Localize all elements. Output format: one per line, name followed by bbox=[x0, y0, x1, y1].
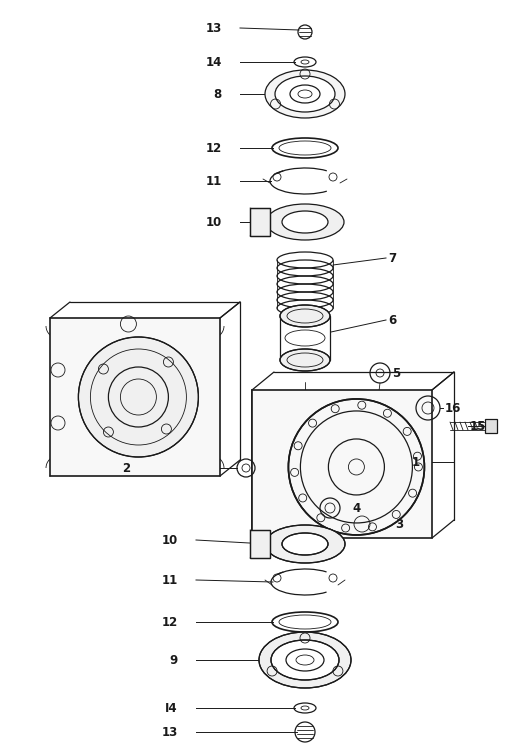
Circle shape bbox=[288, 399, 424, 535]
Ellipse shape bbox=[282, 533, 328, 555]
Text: 1: 1 bbox=[412, 456, 420, 468]
Text: 11: 11 bbox=[162, 574, 178, 586]
Text: 5: 5 bbox=[392, 367, 400, 379]
Text: 14: 14 bbox=[206, 55, 222, 69]
Text: 12: 12 bbox=[206, 141, 222, 155]
Text: 11: 11 bbox=[206, 174, 222, 188]
Text: 16: 16 bbox=[445, 402, 462, 414]
Text: 12: 12 bbox=[162, 616, 178, 628]
Text: 10: 10 bbox=[206, 215, 222, 228]
Text: 4: 4 bbox=[352, 501, 360, 515]
Ellipse shape bbox=[265, 525, 345, 563]
Text: 13: 13 bbox=[162, 726, 178, 738]
Text: 2: 2 bbox=[122, 462, 130, 474]
Bar bbox=[252, 390, 432, 538]
Bar bbox=[485, 419, 497, 433]
Ellipse shape bbox=[282, 211, 328, 233]
Text: 15: 15 bbox=[470, 420, 486, 432]
Bar bbox=[250, 530, 270, 558]
Text: 13: 13 bbox=[206, 22, 222, 34]
Text: 8: 8 bbox=[214, 88, 222, 100]
Ellipse shape bbox=[259, 632, 351, 688]
Text: 7: 7 bbox=[388, 251, 396, 265]
Ellipse shape bbox=[271, 640, 339, 680]
Text: 6: 6 bbox=[388, 313, 396, 326]
Circle shape bbox=[78, 337, 198, 457]
Text: I4: I4 bbox=[165, 702, 178, 714]
Ellipse shape bbox=[280, 349, 330, 371]
Bar bbox=[250, 530, 270, 558]
Bar bbox=[250, 208, 270, 236]
Bar bbox=[50, 318, 220, 476]
Ellipse shape bbox=[280, 305, 330, 327]
Text: 10: 10 bbox=[162, 533, 178, 547]
Ellipse shape bbox=[266, 204, 344, 240]
Bar bbox=[250, 208, 270, 236]
Ellipse shape bbox=[265, 70, 345, 118]
Text: 9: 9 bbox=[170, 654, 178, 666]
Ellipse shape bbox=[275, 76, 335, 112]
Text: 3: 3 bbox=[395, 518, 403, 530]
